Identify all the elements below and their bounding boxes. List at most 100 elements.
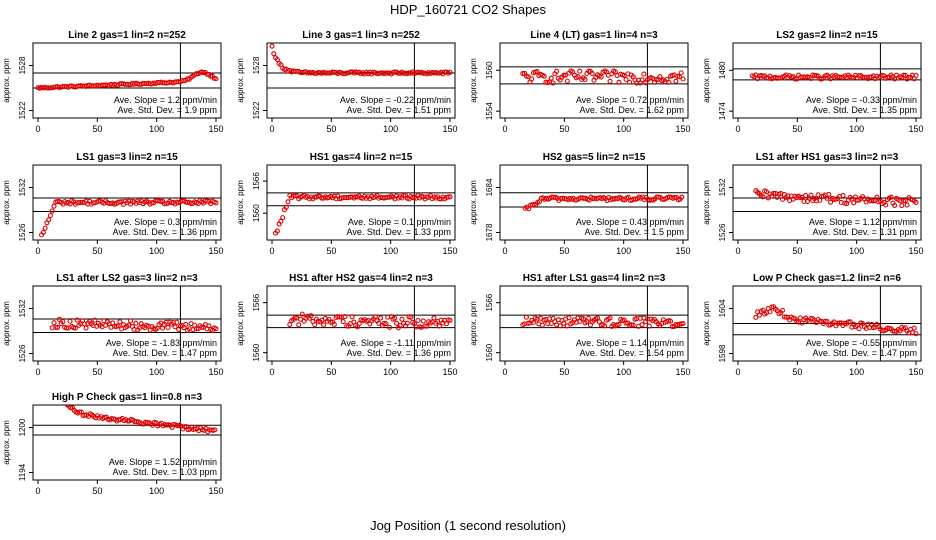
data-points xyxy=(753,188,919,209)
data-point xyxy=(856,326,862,332)
data-points xyxy=(64,405,218,435)
data-point xyxy=(51,320,57,326)
data-point xyxy=(575,74,581,80)
y-tick-label: 1560 xyxy=(252,343,261,361)
data-point xyxy=(299,311,305,317)
x-tick-label: 150 xyxy=(675,124,690,134)
data-point xyxy=(900,198,907,204)
stddev-text: Ave. Std. Dev. = 1.03 ppm xyxy=(113,467,217,477)
data-point xyxy=(213,200,219,206)
data-point xyxy=(913,199,919,205)
x-tick-label: 50 xyxy=(792,246,802,256)
y-tick-label: 1474 xyxy=(718,102,727,120)
x-tick-label: 100 xyxy=(149,367,164,377)
data-point xyxy=(874,194,880,200)
data-point xyxy=(271,51,277,57)
data-point xyxy=(308,313,314,319)
y-tick-label: 1532 xyxy=(18,178,27,196)
data-point xyxy=(392,315,398,321)
panel-title: LS1 after HS1 gas=3 lin=2 n=3 xyxy=(756,152,899,163)
data-point xyxy=(92,317,98,323)
panel-11: HS1 after LS1 gas=4 lin=2 n=3 approx. ppm… xyxy=(469,273,691,377)
x-tick-label: 50 xyxy=(326,124,336,134)
data-point xyxy=(447,317,453,323)
stddev-text: Ave. Std. Dev. = 1.51 ppm xyxy=(347,105,451,115)
data-point xyxy=(530,319,537,326)
data-point xyxy=(826,191,832,197)
y-tick-label: 1194 xyxy=(18,463,27,481)
data-point xyxy=(213,326,219,332)
stddev-text: Ave. Std. Dev. = 1.35 ppm xyxy=(813,105,917,115)
data-point xyxy=(296,322,302,328)
stddev-text: Ave. Std. Dev. = 1.47 ppm xyxy=(113,348,217,358)
data-point xyxy=(386,324,393,330)
data-points xyxy=(522,194,685,212)
y-tick-label: 1200 xyxy=(18,418,27,436)
data-point xyxy=(53,324,59,330)
x-tick-label: 100 xyxy=(149,486,164,496)
data-point xyxy=(420,318,426,324)
panel-title: LS1 gas=3 lin=2 n=15 xyxy=(76,152,178,163)
data-point xyxy=(680,320,686,327)
x-tick-label: 150 xyxy=(908,367,923,377)
x-tick-label: 0 xyxy=(269,124,274,134)
panel-title: Line 2 gas=1 lin=2 n=252 xyxy=(68,30,186,41)
data-point xyxy=(447,194,453,200)
x-tick-label: 50 xyxy=(559,367,569,377)
plot-frame xyxy=(32,42,222,119)
data-point xyxy=(165,324,171,331)
data-point xyxy=(280,215,286,221)
data-point xyxy=(595,315,601,321)
data-point xyxy=(753,314,759,320)
slope-text: Ave. Slope = 0.3 ppm/min xyxy=(114,217,217,227)
data-point xyxy=(49,208,55,214)
data-point xyxy=(639,322,645,328)
data-point xyxy=(174,319,180,325)
data-point xyxy=(564,323,570,329)
plot-frame xyxy=(732,42,922,119)
y-tick-label: 1560 xyxy=(485,343,494,361)
slope-text: Ave. Slope = -0.33 ppm/min xyxy=(806,95,917,105)
x-tick-label: 100 xyxy=(149,124,164,134)
x-tick-label: 0 xyxy=(502,124,507,134)
data-point xyxy=(767,309,773,315)
data-point xyxy=(771,190,777,196)
stddev-text: Ave. Std. Dev. = 1.36 ppm xyxy=(347,348,451,358)
data-point xyxy=(822,318,828,324)
panel-ylabel: approx. ppm xyxy=(2,420,11,465)
plot-frame xyxy=(266,42,456,119)
panel-ylabel: approx. ppm xyxy=(469,180,478,225)
data-point xyxy=(623,76,629,83)
x-tick-label: 150 xyxy=(208,246,223,256)
x-tick-label: 100 xyxy=(849,246,864,256)
x-tick-label: 100 xyxy=(383,124,398,134)
x-tick-label: 150 xyxy=(442,367,457,377)
panel-ylabel: approx. ppm xyxy=(2,301,11,346)
y-tick-label: 1522 xyxy=(252,101,261,119)
page-xlabel: Jog Position (1 second resolution) xyxy=(370,518,566,533)
x-tick-label: 150 xyxy=(908,246,923,256)
panel-title: LS1 after LS2 gas=3 lin=2 n=3 xyxy=(56,273,198,284)
data-point xyxy=(678,70,684,76)
data-point xyxy=(525,74,531,80)
data-point xyxy=(888,194,894,200)
data-point xyxy=(557,323,563,329)
x-tick-label: 100 xyxy=(849,124,864,134)
data-points xyxy=(753,304,919,337)
data-point xyxy=(68,405,74,411)
data-point xyxy=(436,323,442,329)
x-tick-label: 0 xyxy=(35,246,40,256)
data-point xyxy=(534,68,540,75)
data-point xyxy=(431,315,437,321)
data-point xyxy=(582,76,588,82)
data-point xyxy=(274,57,280,63)
x-tick-label: 50 xyxy=(92,367,102,377)
y-tick-label: 1566 xyxy=(252,172,261,190)
stddev-text: Ave. Std. Dev. = 1.62 ppm xyxy=(580,105,684,115)
data-point xyxy=(840,193,846,199)
x-tick-label: 150 xyxy=(442,246,457,256)
data-point xyxy=(133,320,139,326)
data-point xyxy=(321,322,327,328)
y-tick-label: 1526 xyxy=(18,223,27,241)
